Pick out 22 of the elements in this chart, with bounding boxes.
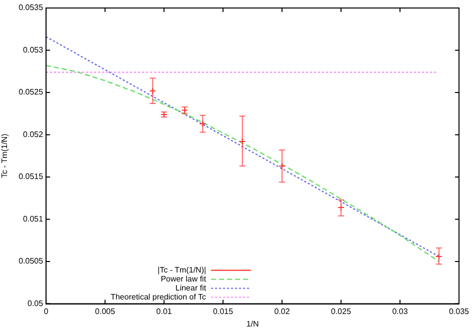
y-tick-label: 0.052	[23, 130, 44, 139]
y-tick-label: 0.05	[27, 299, 44, 308]
y-tick-label: 0.0515	[18, 172, 44, 182]
y-tick-label: 0.053	[23, 45, 44, 54]
y-tick-label: 0.051	[23, 214, 44, 224]
x-tick-label: 0.005	[95, 306, 116, 316]
x-tick-label: 0.01	[156, 306, 172, 316]
y-axis-title: Tc - Tm(1/N)	[0, 133, 10, 178]
x-axis-title: 1/N	[246, 319, 259, 328]
legend-label: Power law fit	[160, 274, 207, 284]
x-tick-label: 0.02	[274, 306, 290, 316]
legend-label: |Tc - Tm(1/N)|	[158, 266, 206, 275]
x-tick-label: 0.03	[392, 306, 408, 316]
x-tick-label: 0.015	[213, 306, 234, 316]
y-tick-label: 0.0535	[18, 3, 44, 12]
y-tick-label: 0.0525	[18, 88, 44, 97]
legend-label: Theoretical prediction of Tc	[110, 292, 206, 302]
y-tick-label: 0.0505	[18, 256, 44, 266]
legend-label: Linear fit	[175, 284, 207, 293]
x-tick-label: 0.035	[448, 306, 470, 316]
x-tick-label: 0	[44, 306, 49, 316]
x-tick-label: 0.025	[331, 306, 352, 316]
